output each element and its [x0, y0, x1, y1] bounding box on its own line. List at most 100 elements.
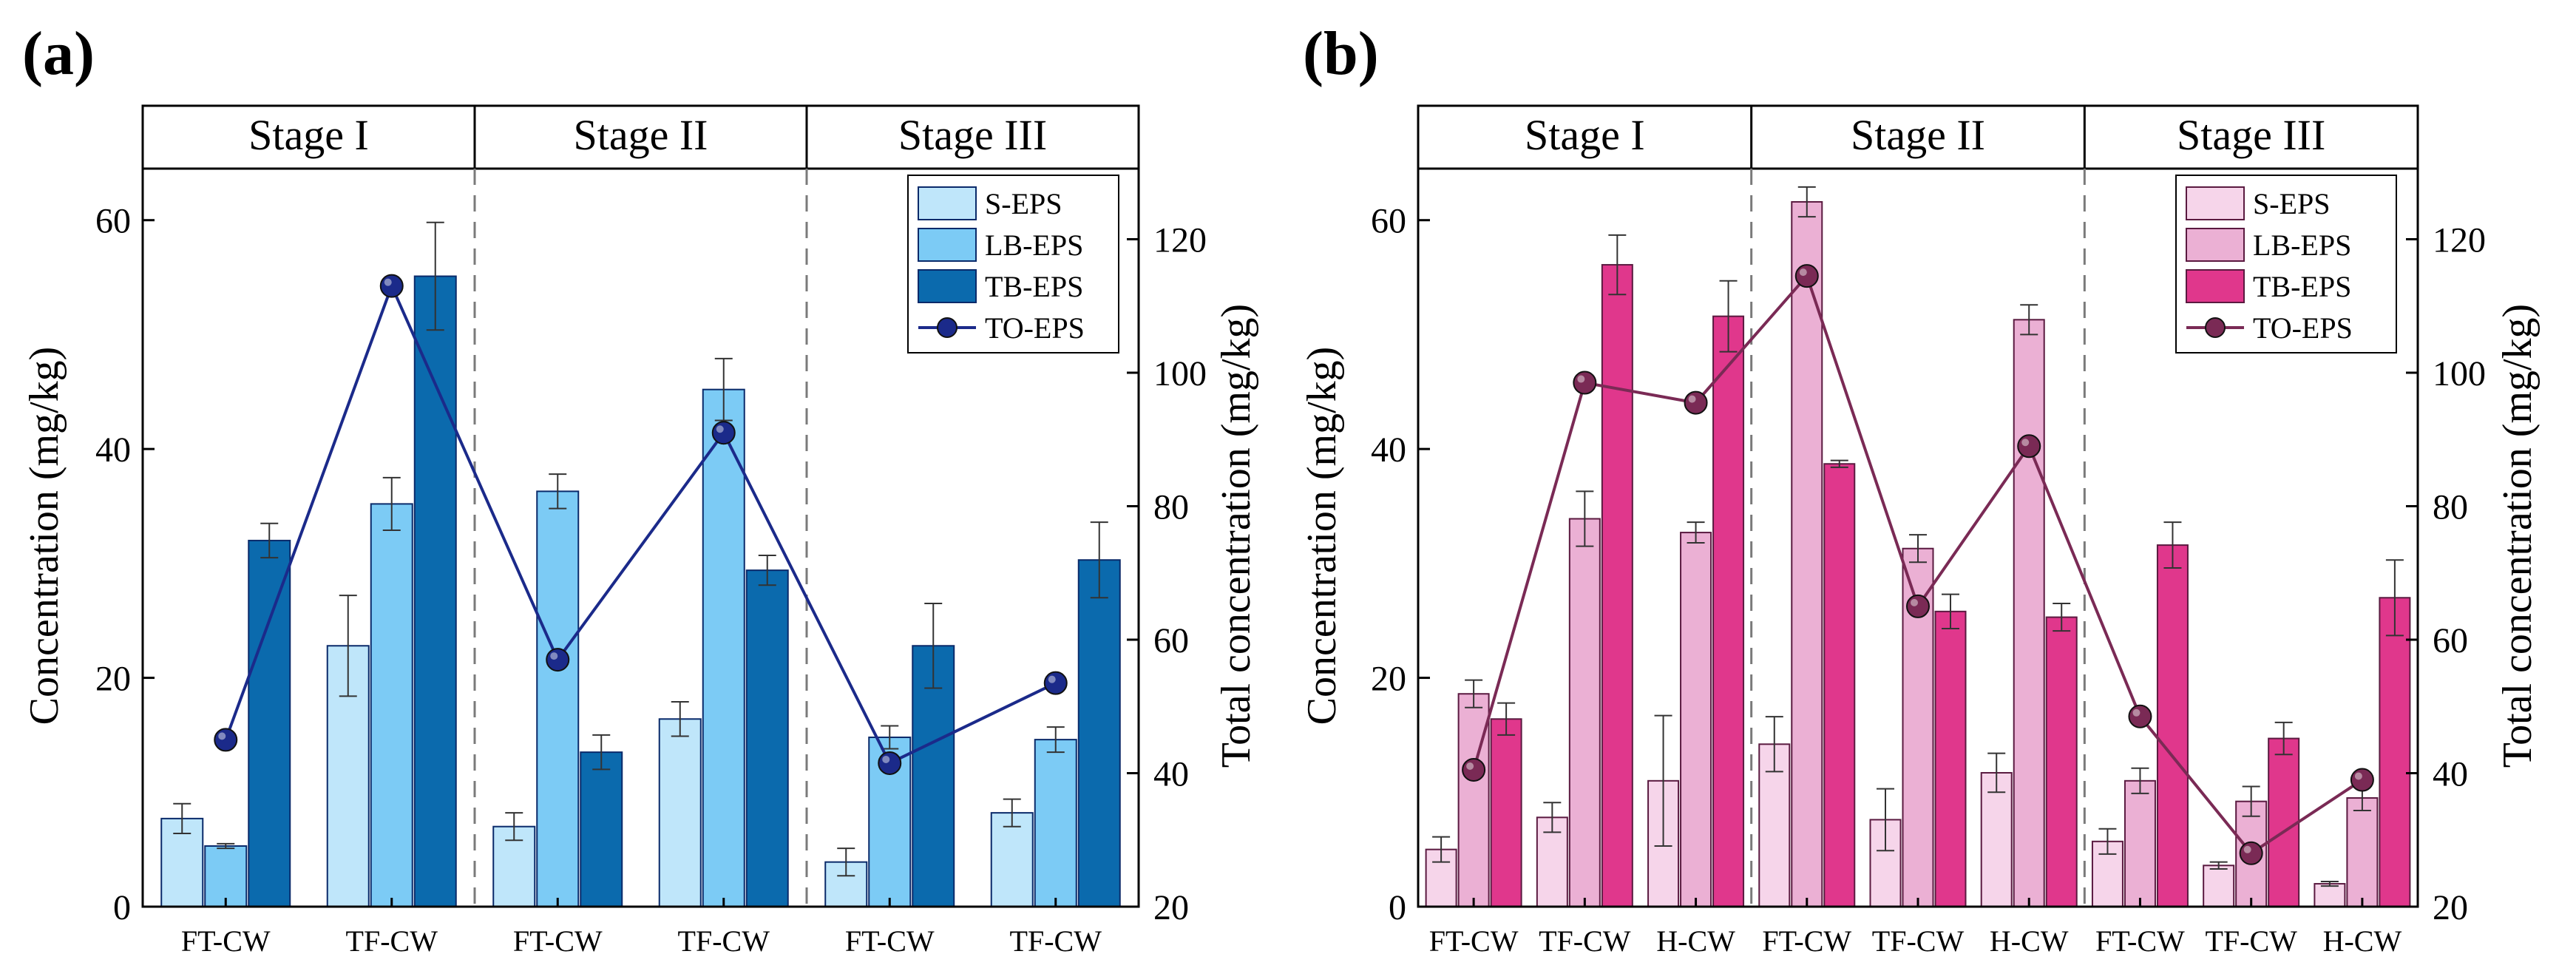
point-highlight: [1577, 375, 1585, 383]
x-tick-label: TF-CW: [1010, 924, 1102, 958]
x-tick-label: TF-CW: [346, 924, 438, 958]
bar-lb-eps: [1568, 518, 1601, 907]
point-highlight: [2132, 708, 2141, 717]
bar-tb-eps: [1934, 610, 1967, 908]
y2-tick-label: 100: [2433, 354, 2486, 393]
bar-tb-eps: [1490, 718, 1522, 907]
point-highlight: [2021, 439, 2030, 447]
panel-b-label: (b): [1303, 19, 1379, 88]
legend-label: LB-EPS: [985, 229, 1083, 262]
stage-label: Stage II: [574, 111, 708, 159]
point-to-eps: [2239, 841, 2263, 865]
bar-s-eps: [658, 718, 702, 907]
bar-lb-eps: [2123, 779, 2156, 908]
point-highlight: [1688, 395, 1696, 403]
point-highlight: [1048, 675, 1056, 683]
legend-label: TB-EPS: [2253, 270, 2351, 303]
legend-label: TO-EPS: [985, 311, 1085, 345]
y2-tick-label: 40: [2433, 755, 2468, 794]
bar-tb-eps: [2268, 737, 2300, 907]
legend-swatch-s-eps: [918, 186, 977, 220]
bar-lb-eps: [1034, 739, 1077, 907]
legend-swatch-to-eps-marker: [2205, 317, 2226, 338]
stage-label: Stage I: [248, 111, 369, 159]
legend-label: S-EPS: [2253, 187, 2331, 220]
point-to-eps: [379, 274, 404, 298]
y-axis-title: Concentration (mg/kg): [1299, 347, 1345, 725]
bar-lb-eps: [702, 388, 745, 907]
y-tick-label: 40: [1371, 430, 1406, 470]
bar-tb-eps: [745, 569, 789, 907]
bar-lb-eps: [2013, 319, 2045, 907]
legend-label: LB-EPS: [2253, 229, 2351, 262]
bar-lb-eps: [1457, 693, 1490, 908]
y2-tick-label: 120: [2433, 221, 2486, 260]
x-tick-label: TF-CW: [2205, 924, 2297, 958]
bar-lb-eps: [536, 490, 580, 907]
point-highlight: [1799, 268, 1807, 277]
point-to-eps: [878, 751, 902, 775]
bar-s-eps: [1980, 771, 2013, 907]
stage-label: Stage I: [1525, 111, 1645, 159]
y2-tick-label: 60: [2433, 621, 2468, 660]
point-highlight: [1466, 762, 1474, 770]
point-highlight: [2243, 845, 2251, 853]
x-tick-label: FT-CW: [513, 924, 603, 958]
legend-swatch-tb-eps: [918, 269, 977, 303]
bar-s-eps: [2203, 865, 2235, 907]
y2-axis-title: Total concentration (mg/kg): [2495, 304, 2541, 768]
legend-label: TO-EPS: [2253, 311, 2353, 345]
y-tick-label: 20: [1371, 660, 1406, 699]
x-tick-label: FT-CW: [1429, 924, 1519, 958]
x-tick-label: FT-CW: [1762, 924, 1851, 958]
y-tick-label: 60: [1371, 202, 1406, 241]
point-to-eps: [1906, 594, 1930, 618]
panel-a-label: (a): [22, 19, 95, 88]
y-tick-label: 20: [95, 660, 131, 699]
point-to-eps: [1462, 757, 1486, 782]
point-highlight: [550, 652, 558, 660]
y2-axis-title: Total concentration (mg/kg): [1213, 304, 1259, 768]
y2-tick-label: 80: [1153, 488, 1189, 527]
point-highlight: [2354, 772, 2362, 780]
x-tick-label: TF-CW: [1872, 924, 1965, 958]
y2-tick-label: 80: [2433, 488, 2468, 527]
bar-tb-eps: [2045, 616, 2078, 908]
bar-tb-eps: [2156, 544, 2189, 907]
y2-tick-label: 100: [1153, 354, 1207, 393]
y-tick-label: 0: [113, 888, 131, 927]
bar-lb-eps: [370, 503, 413, 907]
y-tick-label: 40: [95, 430, 131, 470]
y-axis-title: Concentration (mg/kg): [21, 347, 67, 725]
point-to-eps: [711, 421, 736, 445]
x-tick-label: FT-CW: [2095, 924, 2185, 958]
bar-lb-eps: [2346, 797, 2379, 908]
bar-lb-eps: [1680, 532, 1712, 907]
bar-tb-eps: [912, 645, 955, 907]
legend-label: TB-EPS: [985, 270, 1083, 303]
stage-label: Stage III: [2177, 111, 2325, 159]
point-to-eps: [1794, 264, 1819, 288]
x-tick-label: H-CW: [2323, 924, 2402, 958]
bar-tb-eps: [2379, 597, 2411, 907]
point-to-eps: [1043, 671, 1068, 695]
legend-swatch-tb-eps: [2186, 269, 2245, 303]
x-tick-label: TF-CW: [678, 924, 770, 958]
point-highlight: [1911, 598, 1918, 606]
chart-a: Stage I Stage II Stage III 0 20 40 60 20 40 60 80 1…: [21, 104, 1259, 958]
y2-tick-label: 40: [1153, 755, 1189, 794]
point-highlight: [218, 732, 226, 740]
bar-s-eps: [2314, 883, 2346, 907]
point-to-eps: [1573, 371, 1597, 395]
point-highlight: [882, 755, 890, 763]
bar-tb-eps: [1077, 559, 1121, 907]
x-tick-label: TF-CW: [1539, 924, 1631, 958]
x-tick-label: FT-CW: [845, 924, 935, 958]
legend-swatch-to-eps-marker: [937, 317, 957, 338]
stage-label: Stage III: [898, 111, 1047, 159]
y2-tick-label: 20: [2433, 888, 2468, 927]
y-tick-label: 0: [1389, 888, 1406, 927]
legend-swatch-s-eps: [2186, 186, 2245, 220]
x-tick-label: FT-CW: [181, 924, 271, 958]
